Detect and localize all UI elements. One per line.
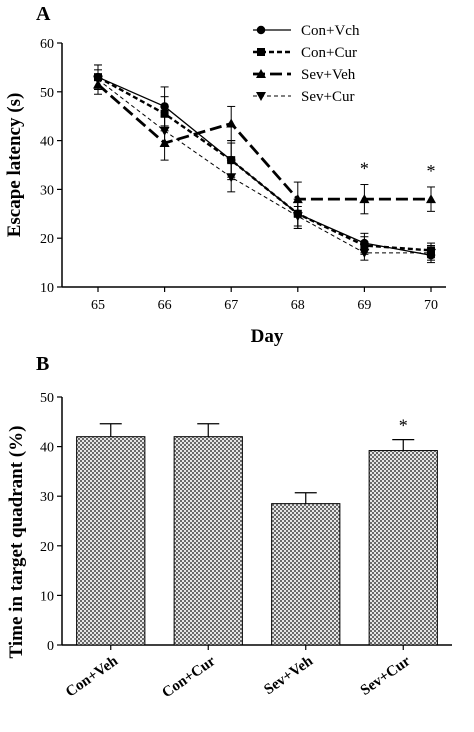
y-tick-label: 60 xyxy=(40,37,54,52)
panel-a-annotations: * * xyxy=(360,159,436,181)
legend-label: Con+Cur xyxy=(301,45,357,61)
data-point xyxy=(93,75,103,85)
x-tick-label: 65 xyxy=(91,298,105,313)
significance-mark: * xyxy=(427,161,436,181)
bar xyxy=(271,503,341,646)
bar xyxy=(76,436,146,646)
series-line xyxy=(97,79,431,254)
legend-label: Sev+Cur xyxy=(301,89,354,105)
series-2 xyxy=(93,74,436,217)
significance-mark: * xyxy=(360,159,369,179)
y-tick-label: 30 xyxy=(40,183,54,198)
bar-group xyxy=(76,423,146,646)
panel-a-legend: Con+Vch Con+Cur Sev+Veh Sev+Cur xyxy=(253,23,360,105)
panel-a-label: A xyxy=(36,3,51,25)
x-tick-label: Con+Cur xyxy=(159,653,218,701)
panel-a-y-ticks: 10 20 30 40 50 60 xyxy=(40,37,62,296)
significance-mark: * xyxy=(399,416,408,436)
y-tick-label: 20 xyxy=(40,232,54,247)
data-point xyxy=(226,173,237,183)
legend-entry-1: Con+Cur xyxy=(253,45,357,61)
series-line xyxy=(97,76,432,252)
bar-group xyxy=(271,492,341,646)
series-line xyxy=(97,83,431,201)
y-tick-label: 30 xyxy=(40,490,54,505)
legend-marker xyxy=(256,25,266,35)
data-point xyxy=(426,194,436,204)
series-line xyxy=(97,76,432,256)
panel-b-label: B xyxy=(36,353,49,375)
data-point xyxy=(226,118,237,128)
x-tick-label: 68 xyxy=(291,298,305,313)
data-point xyxy=(227,156,236,165)
panel-a-x-ticks: 65 66 67 68 69 70 xyxy=(91,287,438,313)
y-tick-label: 10 xyxy=(40,589,54,604)
panel-b-y-ticks: 0 10 20 30 40 50 xyxy=(40,391,62,654)
panel-b-x-ticks: Con+Veh Con+Cur Sev+Veh Sev+Cur xyxy=(63,645,414,701)
legend-label: Con+Vch xyxy=(301,23,360,39)
data-point xyxy=(292,212,303,222)
panel-a-series xyxy=(93,64,436,264)
panel-a-x-axis-label: Day xyxy=(251,326,284,347)
panel-b-annotations: * xyxy=(399,416,408,436)
panel-b-bar-chart: B 0 10 20 30 40 50 Con+Veh Con+Cur Sev+Veh Sev+C… xyxy=(6,353,452,701)
y-tick-label: 50 xyxy=(40,86,54,101)
legend-marker xyxy=(256,92,266,101)
data-point xyxy=(426,248,436,258)
bar xyxy=(173,436,243,646)
y-tick-label: 10 xyxy=(40,281,54,296)
panel-b-bars xyxy=(76,423,438,646)
x-tick-label: 69 xyxy=(357,298,371,313)
legend-marker xyxy=(257,48,265,56)
panel-a-axes xyxy=(61,43,446,288)
series-3 xyxy=(93,69,436,261)
data-point xyxy=(160,109,169,118)
data-point xyxy=(359,248,370,258)
panel-a-y-axis-label: Escape latency (s) xyxy=(4,93,25,238)
y-tick-label: 0 xyxy=(47,639,54,654)
x-tick-label: Sev+Cur xyxy=(358,653,414,699)
x-tick-label: Sev+Veh xyxy=(261,653,316,698)
data-point xyxy=(292,194,303,204)
y-tick-label: 40 xyxy=(40,441,54,456)
x-tick-label: 66 xyxy=(158,298,172,313)
x-tick-label: Con+Veh xyxy=(63,653,122,701)
legend-entry-3: Sev+Cur xyxy=(253,89,354,105)
y-tick-label: 40 xyxy=(40,135,54,150)
bar-group xyxy=(173,423,243,646)
data-point xyxy=(359,194,370,204)
panel-b-y-axis-label: Time in target quadrant (%) xyxy=(6,426,27,659)
legend-entry-0: Con+Vch xyxy=(253,23,360,39)
legend-label: Sev+Veh xyxy=(301,67,356,83)
x-tick-label: 67 xyxy=(224,298,238,313)
legend-marker xyxy=(256,69,266,78)
x-tick-label: 70 xyxy=(424,298,438,313)
y-tick-label: 20 xyxy=(40,540,54,555)
legend-entry-2: Sev+Veh xyxy=(253,67,356,83)
y-tick-label: 50 xyxy=(40,391,54,406)
bar xyxy=(368,450,438,646)
data-point xyxy=(159,126,170,136)
bar-group xyxy=(368,439,438,646)
